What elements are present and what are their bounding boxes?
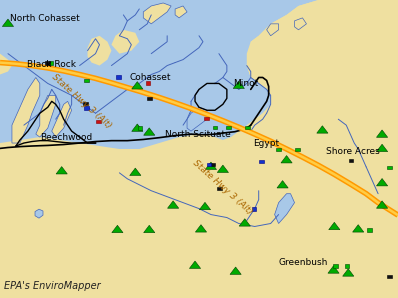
Bar: [49, 61, 53, 65]
Text: Greenbush: Greenbush: [279, 258, 328, 267]
Bar: [252, 207, 256, 211]
Polygon shape: [132, 124, 143, 131]
Polygon shape: [217, 165, 228, 173]
Polygon shape: [144, 128, 155, 135]
Bar: [387, 275, 392, 278]
Polygon shape: [199, 202, 211, 210]
Bar: [295, 148, 300, 151]
Text: Beechwood: Beechwood: [40, 133, 92, 142]
Polygon shape: [281, 156, 292, 163]
Text: North Cohasset: North Cohasset: [10, 14, 80, 23]
Polygon shape: [230, 267, 241, 274]
Bar: [367, 228, 372, 232]
Polygon shape: [52, 101, 72, 137]
Text: North Scituate: North Scituate: [165, 130, 231, 139]
Polygon shape: [267, 24, 279, 36]
Polygon shape: [143, 3, 171, 24]
Polygon shape: [377, 144, 388, 152]
Polygon shape: [0, 54, 12, 74]
Polygon shape: [239, 219, 250, 226]
Bar: [387, 166, 392, 169]
Bar: [96, 120, 101, 123]
Polygon shape: [377, 130, 388, 137]
Polygon shape: [377, 201, 388, 208]
Polygon shape: [111, 30, 139, 54]
Bar: [83, 102, 88, 105]
Text: Cohasset: Cohasset: [129, 73, 171, 82]
Bar: [217, 187, 222, 190]
Polygon shape: [56, 167, 67, 174]
Polygon shape: [277, 181, 288, 188]
Polygon shape: [328, 266, 339, 273]
Polygon shape: [112, 225, 123, 233]
Bar: [245, 126, 250, 129]
Bar: [138, 126, 142, 130]
Bar: [147, 97, 152, 100]
Polygon shape: [295, 18, 306, 30]
Text: Black Rock: Black Rock: [27, 60, 76, 69]
Bar: [211, 163, 215, 166]
Polygon shape: [233, 81, 244, 89]
Polygon shape: [144, 225, 155, 233]
Bar: [345, 264, 349, 268]
Bar: [84, 106, 89, 110]
Polygon shape: [317, 126, 328, 133]
Bar: [84, 79, 89, 82]
Polygon shape: [353, 225, 364, 232]
Polygon shape: [343, 269, 354, 276]
Bar: [226, 126, 231, 129]
Bar: [213, 126, 217, 129]
Text: Egypt: Egypt: [253, 139, 279, 148]
Bar: [204, 117, 209, 120]
Polygon shape: [195, 225, 207, 232]
Polygon shape: [275, 194, 295, 224]
Bar: [333, 264, 338, 268]
Polygon shape: [187, 107, 207, 131]
Bar: [45, 61, 50, 65]
Text: State Hwy 3 (Alt): State Hwy 3 (Alt): [191, 159, 254, 217]
Bar: [146, 81, 150, 85]
Polygon shape: [132, 82, 143, 89]
Text: State Hwy 3 (Alt): State Hwy 3 (Alt): [50, 72, 113, 130]
Polygon shape: [377, 179, 388, 186]
Polygon shape: [12, 77, 40, 143]
Bar: [116, 75, 121, 79]
Polygon shape: [2, 19, 14, 27]
Polygon shape: [35, 209, 43, 218]
Polygon shape: [175, 6, 187, 18]
Text: Minot: Minot: [233, 79, 258, 88]
Text: EPA's EnviroMapper: EPA's EnviroMapper: [4, 280, 101, 291]
Bar: [259, 160, 264, 163]
Polygon shape: [130, 168, 141, 176]
Polygon shape: [189, 261, 201, 268]
Bar: [207, 163, 211, 166]
Polygon shape: [247, 0, 398, 83]
Bar: [276, 148, 281, 151]
Polygon shape: [88, 36, 111, 66]
Text: Shore Acres: Shore Acres: [326, 147, 380, 156]
Polygon shape: [168, 201, 179, 208]
Polygon shape: [329, 222, 340, 230]
Polygon shape: [36, 95, 56, 137]
Polygon shape: [205, 162, 217, 170]
Bar: [349, 159, 353, 162]
